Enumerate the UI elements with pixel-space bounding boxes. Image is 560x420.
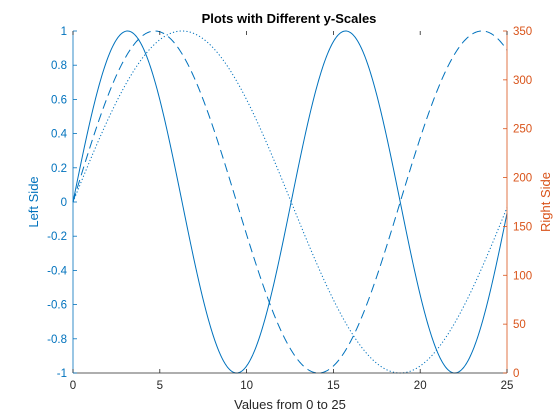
y-axis-left-ticks: -1 -0.8 -0.6 -0.4 -0.2 0 0.2 0.4 0.6 0.8 1 bbox=[47, 26, 77, 380]
series-line-solid bbox=[72, 30, 508, 374]
y-right-tick-label: 250 bbox=[513, 124, 532, 136]
y-right-tick-label: 350 bbox=[513, 26, 532, 38]
plot-area bbox=[73, 31, 507, 373]
y-axis-right-ticks: 0 50 100 150 200 250 300 350 bbox=[503, 26, 532, 380]
x-axis-label: Values from 0 to 25 bbox=[234, 397, 346, 412]
y-left-tick-label: -0.2 bbox=[47, 231, 67, 243]
y-left-tick-label: -0.8 bbox=[47, 334, 67, 346]
series-layer bbox=[72, 30, 508, 374]
x-tick-label: 15 bbox=[327, 380, 340, 392]
y-left-tick-label: -0.4 bbox=[47, 265, 67, 277]
y-left-tick-label: 0.8 bbox=[51, 60, 67, 72]
y-left-tick-label: -1 bbox=[57, 368, 67, 380]
y-right-tick-label: 200 bbox=[513, 173, 532, 185]
y-right-tick-label: 50 bbox=[513, 319, 526, 331]
x-tick-label: 25 bbox=[501, 380, 514, 392]
y-right-tick-label: 0 bbox=[513, 368, 519, 380]
y-right-tick-label: 100 bbox=[513, 270, 532, 282]
y-left-tick-label: 0 bbox=[61, 197, 67, 209]
x-tick-label: 10 bbox=[240, 380, 253, 392]
y-left-tick-label: 0.2 bbox=[51, 163, 67, 175]
y-axis-left-label: Left Side bbox=[26, 176, 41, 227]
y-left-tick-label: -0.6 bbox=[47, 300, 67, 312]
series-line-dashed bbox=[72, 30, 508, 374]
x-tick-label: 5 bbox=[157, 380, 163, 392]
y-right-tick-label: 150 bbox=[513, 221, 532, 233]
y-left-tick-label: 1 bbox=[61, 26, 67, 38]
y-left-tick-label: 0.4 bbox=[51, 129, 68, 141]
y-right-tick-label: 300 bbox=[513, 75, 532, 87]
x-tick-label: 0 bbox=[70, 380, 76, 392]
y-left-tick-label: 0.6 bbox=[51, 94, 67, 106]
x-tick-label: 20 bbox=[414, 380, 427, 392]
x-axis-ticks: 0 5 10 15 20 25 bbox=[70, 31, 514, 392]
y-axis-right-label: Right Side bbox=[538, 172, 553, 232]
chart-title: Plots with Different y-Scales bbox=[202, 11, 377, 26]
